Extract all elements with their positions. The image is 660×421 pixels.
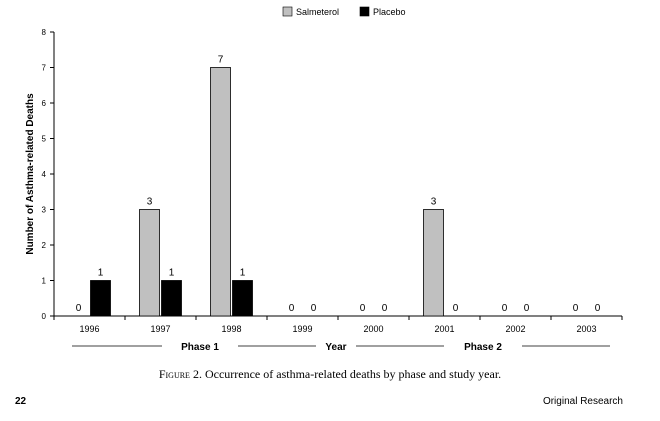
- bar-value-label: 0: [311, 303, 317, 314]
- bar-value-label: 0: [524, 303, 530, 314]
- bar-chart: 0 1 2 3 4 5 6 7 8 Number of Asthma-related Deaths…: [25, 6, 623, 353]
- bar-value-label: 3: [147, 197, 153, 208]
- bar-value-label: 3: [431, 197, 437, 208]
- x-tick-label: 1998: [221, 324, 241, 334]
- bar-placebo-1997: [161, 280, 182, 317]
- x-tick-label: 1996: [79, 324, 99, 334]
- y-axis-title: Number of Asthma-related Deaths: [25, 93, 36, 255]
- bar-value-label: 0: [382, 303, 388, 314]
- y-tick-label: 6: [42, 99, 47, 108]
- legend-label-salmeterol: Salmeterol: [296, 7, 339, 17]
- figure-caption-text: Occurrence of asthma-related deaths by p…: [204, 367, 502, 381]
- bar-value-label: 0: [76, 303, 82, 314]
- bar-salmeterol-2001: [423, 209, 444, 317]
- bar-salmeterol-1998: [210, 67, 231, 317]
- bar-salmeterol-1997: [139, 209, 160, 317]
- bar-value-label: 1: [98, 268, 104, 279]
- legend-swatch-salmeterol: [282, 6, 293, 17]
- bar-value-label: 0: [360, 303, 366, 314]
- y-tick-label: 1: [42, 277, 47, 286]
- x-tick-label: 2003: [576, 324, 596, 334]
- figure-caption-label: Figure 2.: [158, 367, 202, 381]
- phase-2-label: Phase 2: [464, 342, 502, 353]
- x-tick-label: 2001: [434, 324, 454, 334]
- bar-value-label: 0: [289, 303, 295, 314]
- bar-value-label: 0: [453, 303, 459, 314]
- x-tick-label: 1997: [150, 324, 170, 334]
- bar-value-label: 0: [502, 303, 508, 314]
- y-tick-label: 5: [42, 135, 47, 144]
- y-tick-label: 4: [42, 170, 47, 179]
- y-tick-label: 7: [42, 64, 47, 73]
- page-number: 22: [15, 396, 27, 407]
- bar-value-label: 0: [573, 303, 579, 314]
- x-tick-label: 2000: [363, 324, 383, 334]
- bar-value-label: 0: [595, 303, 601, 314]
- legend-swatch-placebo: [359, 6, 370, 17]
- y-tick-label: 0: [42, 312, 47, 321]
- section-label: Original Research: [542, 396, 623, 407]
- bar-value-label: 1: [240, 268, 246, 279]
- y-tick-label: 3: [42, 206, 47, 215]
- y-tick-label: 8: [42, 28, 47, 37]
- bar-value-label: 1: [169, 268, 175, 279]
- y-tick-label: 2: [42, 241, 47, 250]
- x-axis-title: Year: [325, 342, 346, 353]
- phase-1-label: Phase 1: [181, 342, 219, 353]
- legend-label-placebo: Placebo: [373, 7, 406, 17]
- bar-placebo-1998: [232, 280, 253, 317]
- x-tick-label: 2002: [505, 324, 525, 334]
- bar-value-label: 7: [218, 55, 224, 66]
- figure-caption: Figure 2. Occurrence of asthma-related d…: [0, 367, 660, 382]
- bar-placebo-1996: [90, 280, 111, 317]
- x-tick-label: 1999: [292, 324, 312, 334]
